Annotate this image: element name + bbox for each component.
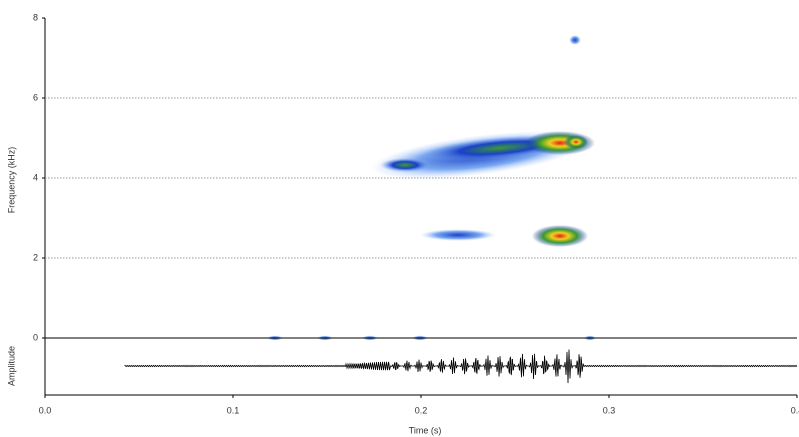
- amplitude-label: Amplitude: [6, 346, 16, 386]
- energy-blob: [420, 229, 496, 241]
- y-tick-label: 8: [33, 12, 38, 22]
- x-tick-label: 0.4: [791, 405, 799, 415]
- energy-blob: [380, 158, 430, 172]
- energy-blob: [532, 225, 588, 247]
- y-tick-label: 6: [33, 92, 38, 102]
- y-axis-label: Frequency (kHz): [6, 147, 16, 214]
- x-tick-label: 0.3: [603, 405, 616, 415]
- x-tick-label: 0.0: [39, 405, 52, 415]
- waveform: [124, 349, 798, 384]
- x-tick-label: 0.2: [415, 405, 428, 415]
- y-tick-label: 2: [33, 252, 38, 262]
- energy-blob: [564, 135, 588, 149]
- x-axis-label: Time (s): [409, 425, 442, 435]
- y-tick-label: 0: [33, 332, 38, 342]
- spectrogram-energy: [267, 35, 596, 341]
- energy-blob: [569, 35, 581, 45]
- y-tick-label: 4: [33, 172, 38, 182]
- x-tick-label: 0.1: [227, 405, 240, 415]
